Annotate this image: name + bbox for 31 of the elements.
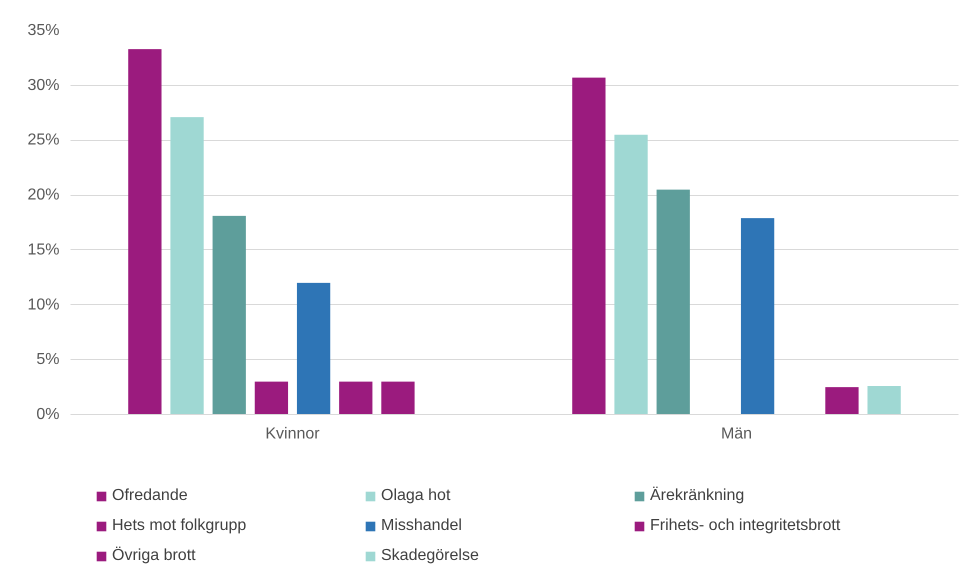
x-tick-label: Män: [720, 426, 752, 442]
x-tick-label: Kvinnor: [265, 426, 320, 442]
bar: [128, 49, 162, 414]
bar: [825, 387, 859, 414]
y-tick-label: 35%: [27, 22, 60, 39]
bar: [296, 282, 330, 414]
legend-label: Misshandel: [381, 517, 463, 535]
bar: [656, 190, 690, 414]
bar: [572, 78, 606, 414]
legend-label: Ofredande: [112, 487, 189, 505]
y-tick-label: 30%: [27, 76, 60, 94]
bar: [381, 382, 415, 414]
legend-label: Skadegörelse: [381, 547, 480, 565]
y-tick-label: 20%: [27, 186, 60, 204]
y-tick-label: 5%: [36, 351, 60, 368]
bar: [254, 382, 288, 414]
bar: [170, 117, 204, 414]
legend-label: Ärekränkning: [650, 487, 746, 505]
y-tick-label: 0%: [36, 406, 60, 423]
y-tick-label: 15%: [27, 241, 60, 258]
bar: [740, 218, 774, 414]
legend-label: Olaga hot: [381, 487, 452, 505]
bar: [867, 386, 901, 414]
legend-label: Frihets- och integritetsbrott: [650, 517, 842, 535]
y-tick-label: 10%: [27, 296, 60, 314]
legend-label: Hets mot folkgrupp: [112, 517, 248, 535]
bar: [614, 134, 648, 414]
legend-label: Övriga brott: [112, 547, 197, 565]
bar: [212, 216, 246, 414]
bar: [339, 382, 372, 414]
y-tick-label: 25%: [27, 132, 60, 149]
